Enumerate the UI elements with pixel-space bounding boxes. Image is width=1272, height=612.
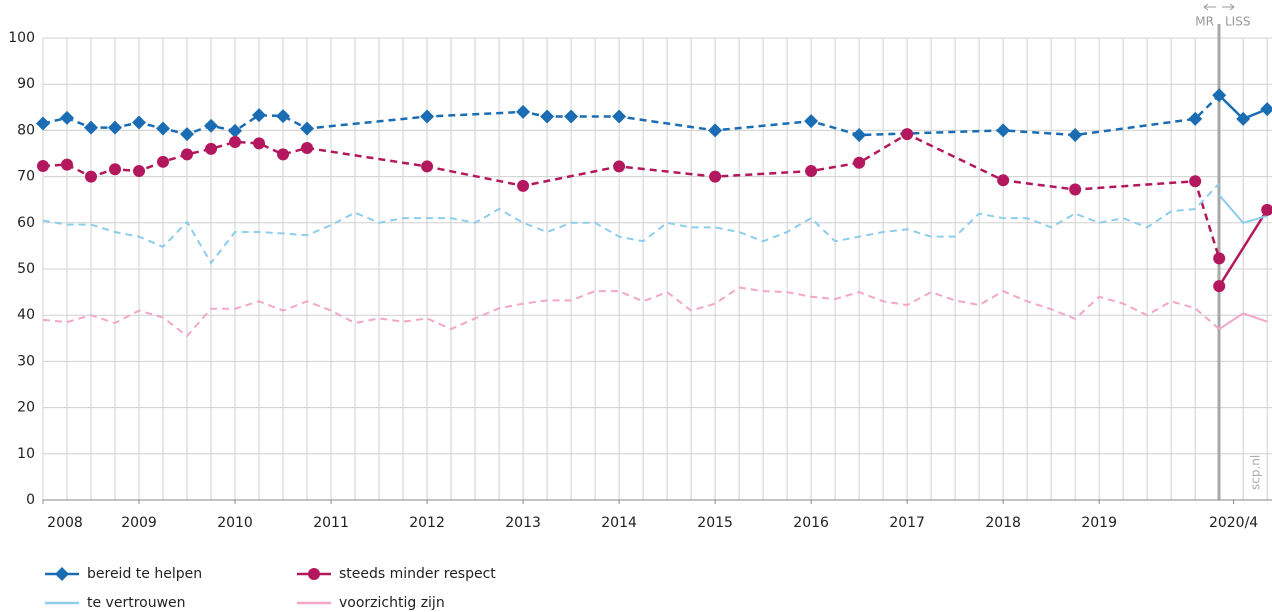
diamond-marker [300, 121, 315, 136]
diamond-marker [132, 115, 147, 130]
diamond-marker [1236, 111, 1251, 126]
diamond-marker [204, 118, 219, 133]
diamond-marker [180, 127, 195, 142]
diamond-marker [564, 109, 579, 124]
diamond-marker [852, 128, 867, 143]
diamond-marker [60, 110, 75, 125]
diamond-marker [996, 123, 1011, 138]
circle-marker [1261, 203, 1272, 216]
circle-marker [853, 156, 866, 169]
y-tick-label: 30 [17, 353, 35, 369]
x-tick-label: 2020/4 [1209, 515, 1258, 531]
y-tick-label: 70 [17, 169, 35, 185]
circle-marker [901, 128, 914, 141]
circle-marker [85, 170, 98, 183]
circle-marker [308, 568, 320, 580]
series-line [1218, 194, 1268, 224]
diamond-marker [55, 567, 69, 581]
x-tick-label: 2012 [409, 515, 445, 531]
circle-marker [253, 137, 266, 150]
divider-right-label: LISS [1225, 15, 1250, 29]
diamond-marker [156, 121, 171, 136]
y-tick-label: 10 [17, 446, 35, 462]
series-line [1218, 312, 1268, 330]
diamond-marker [276, 109, 291, 124]
circle-marker [997, 174, 1010, 187]
circle-marker [421, 160, 434, 173]
circle-marker [805, 165, 818, 178]
series-line [42, 182, 1220, 265]
circle-marker [613, 160, 626, 173]
circle-marker [1069, 183, 1082, 196]
x-tick-label: 2011 [313, 515, 349, 531]
circle-marker [229, 135, 242, 148]
y-tick-label: 20 [17, 400, 35, 416]
diamond-marker [1212, 88, 1227, 103]
legend-label: bereid te helpen [87, 566, 202, 582]
x-tick-label: 2015 [697, 515, 733, 531]
diamond-marker [36, 116, 50, 131]
circle-marker [277, 148, 290, 161]
diamond-marker [1260, 102, 1272, 117]
circle-marker [205, 142, 218, 155]
x-tick-label: 2013 [505, 515, 541, 531]
legend-label: voorzichtig zijn [339, 595, 445, 611]
y-tick-label: 40 [17, 307, 35, 323]
series-line [42, 132, 1221, 259]
x-tick-label: 2016 [793, 515, 829, 531]
circle-marker [61, 158, 74, 171]
y-tick-label: 0 [26, 492, 35, 508]
circle-marker [1213, 252, 1226, 265]
diamond-marker [804, 114, 819, 129]
x-tick-label: 2014 [601, 515, 637, 531]
diamond-marker [516, 104, 531, 119]
circle-marker [133, 165, 146, 178]
diamond-marker [84, 120, 99, 135]
circle-marker [301, 141, 314, 154]
legend-label: te vertrouwen [87, 595, 186, 611]
circle-marker [181, 148, 194, 161]
grid [42, 37, 1272, 501]
diamond-marker [252, 108, 267, 123]
diamond-marker [108, 120, 123, 135]
series-line [42, 286, 1220, 338]
series-line [42, 94, 1221, 137]
legend-label: steeds minder respect [339, 566, 496, 582]
diamond-marker [540, 109, 555, 124]
x-tick-label: 2019 [1081, 515, 1117, 531]
circle-marker [709, 170, 722, 183]
divider-arrows [1203, 3, 1235, 11]
diamond-marker [228, 123, 243, 138]
markers [36, 88, 1272, 293]
x-tick-label: 2009 [121, 515, 157, 531]
y-tick-label: 90 [17, 76, 35, 92]
x-tick-label: 2017 [889, 515, 925, 531]
diamond-marker [708, 123, 723, 138]
y-tick-label: 100 [8, 30, 35, 46]
divider-left-label: MR [1195, 15, 1214, 29]
diamond-marker [420, 109, 435, 124]
circle-marker [517, 179, 530, 192]
diamond-marker [1068, 128, 1083, 143]
y-tick-label: 80 [17, 122, 35, 138]
source-label: scp.nl [1249, 455, 1263, 490]
x-tick-label: 2018 [985, 515, 1021, 531]
circle-marker [37, 159, 49, 172]
lines [42, 94, 1269, 338]
x-tick-label: 2008 [47, 515, 83, 531]
diamond-marker [1188, 111, 1203, 126]
y-tick-label: 60 [17, 215, 35, 231]
series-line [1218, 209, 1269, 287]
circle-marker [1189, 175, 1202, 188]
y-tick-label: 50 [17, 261, 35, 277]
circle-marker [157, 155, 170, 168]
circle-marker [1213, 280, 1226, 293]
circle-marker [109, 163, 122, 176]
diamond-marker [612, 109, 627, 124]
x-tick-label: 2010 [217, 515, 253, 531]
